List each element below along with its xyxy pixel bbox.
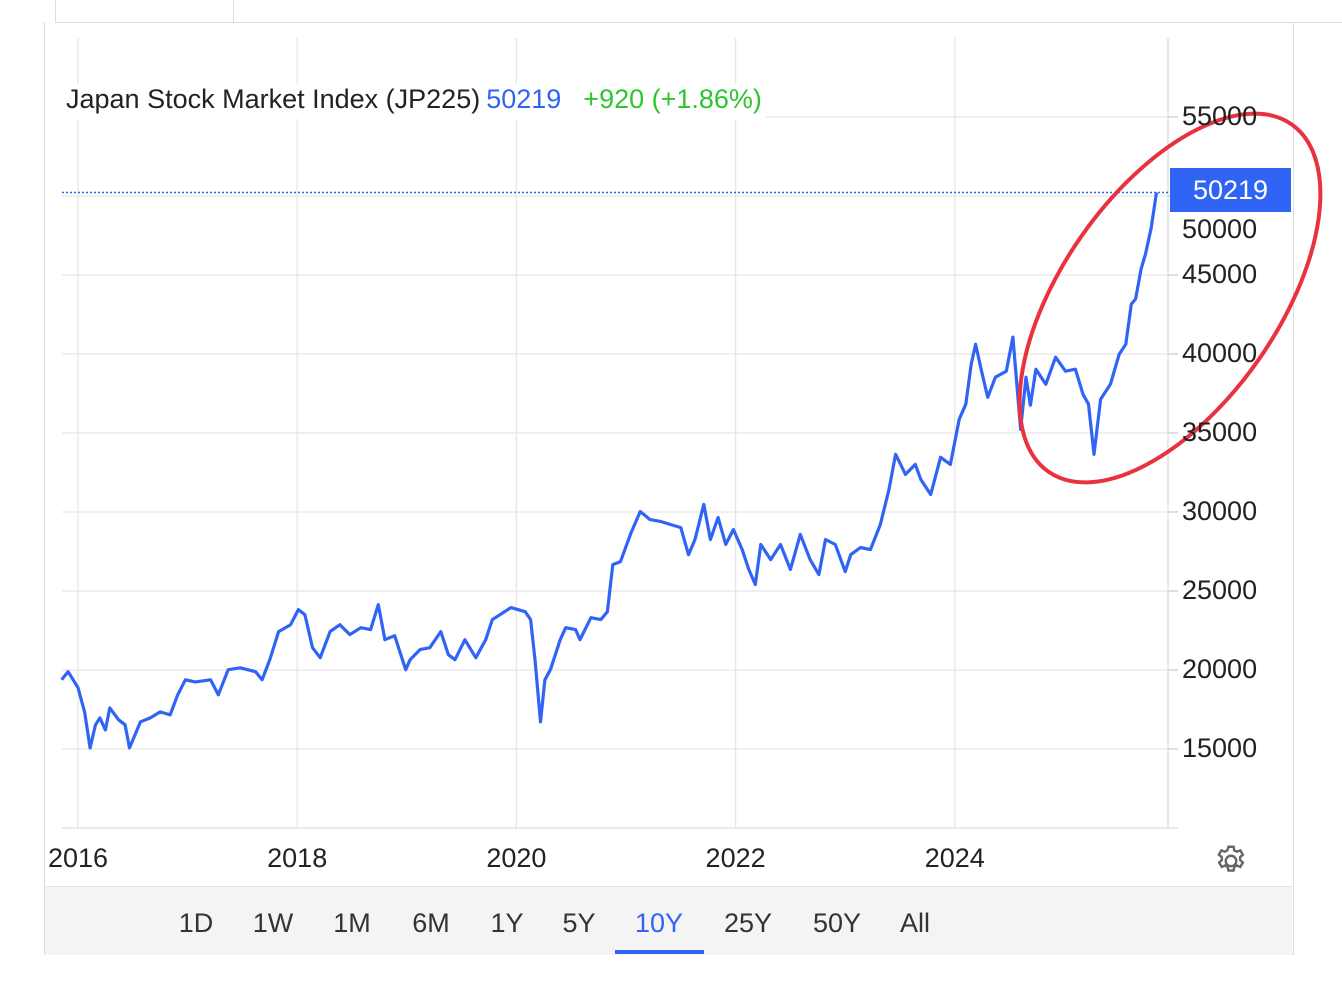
- range-tab-all[interactable]: All: [899, 908, 931, 938]
- range-tab-1w[interactable]: 1W: [252, 908, 294, 938]
- range-tab-10y[interactable]: 10Y: [634, 908, 684, 938]
- annotation-ellipse: [1017, 111, 1323, 485]
- y-tick-label: 30000: [1182, 496, 1258, 526]
- y-tick-label: 45000: [1182, 259, 1258, 289]
- x-tick-label: 2016: [47, 843, 109, 873]
- current-price: 50219: [486, 84, 562, 114]
- last-price-label: 50219: [1170, 168, 1291, 212]
- range-tab-50y[interactable]: 50Y: [812, 908, 862, 938]
- x-tick-label: 2018: [267, 843, 328, 873]
- title-text: Japan Stock Market Index (JP225): [66, 84, 481, 114]
- range-tab-1m[interactable]: 1M: [333, 908, 371, 938]
- x-tick-label: 2020: [486, 843, 547, 873]
- top-tab[interactable]: [55, 0, 234, 23]
- active-range-underline: [615, 950, 704, 954]
- range-tab-25y[interactable]: 25Y: [723, 908, 773, 938]
- gear-icon[interactable]: [1213, 843, 1249, 879]
- grid: [62, 38, 1178, 829]
- y-tick-label: 55000: [1182, 101, 1258, 131]
- range-bar: [45, 886, 1292, 955]
- range-tab-6m[interactable]: 6M: [412, 908, 450, 938]
- y-tick-label: 40000: [1182, 338, 1258, 368]
- x-tick-label: 2024: [924, 843, 985, 873]
- range-tab-1d[interactable]: 1D: [178, 908, 214, 938]
- x-tick-label: 2022: [705, 843, 766, 873]
- y-tick-label: 35000: [1182, 417, 1258, 447]
- y-tick-label: 25000: [1182, 575, 1258, 605]
- divider: [232, 22, 1342, 23]
- series-line-jp225: [60, 192, 1159, 750]
- range-tab-1y[interactable]: 1Y: [490, 908, 524, 938]
- y-tick-label: 15000: [1182, 733, 1258, 763]
- y-tick-label: 20000: [1182, 654, 1258, 684]
- chart-title: Japan Stock Market Index (JP225) 50219 +92…: [62, 84, 766, 119]
- price-change: +920 (+1.86%): [583, 84, 762, 114]
- y-tick-label: 50000: [1182, 214, 1258, 244]
- range-tab-5y[interactable]: 5Y: [562, 908, 596, 938]
